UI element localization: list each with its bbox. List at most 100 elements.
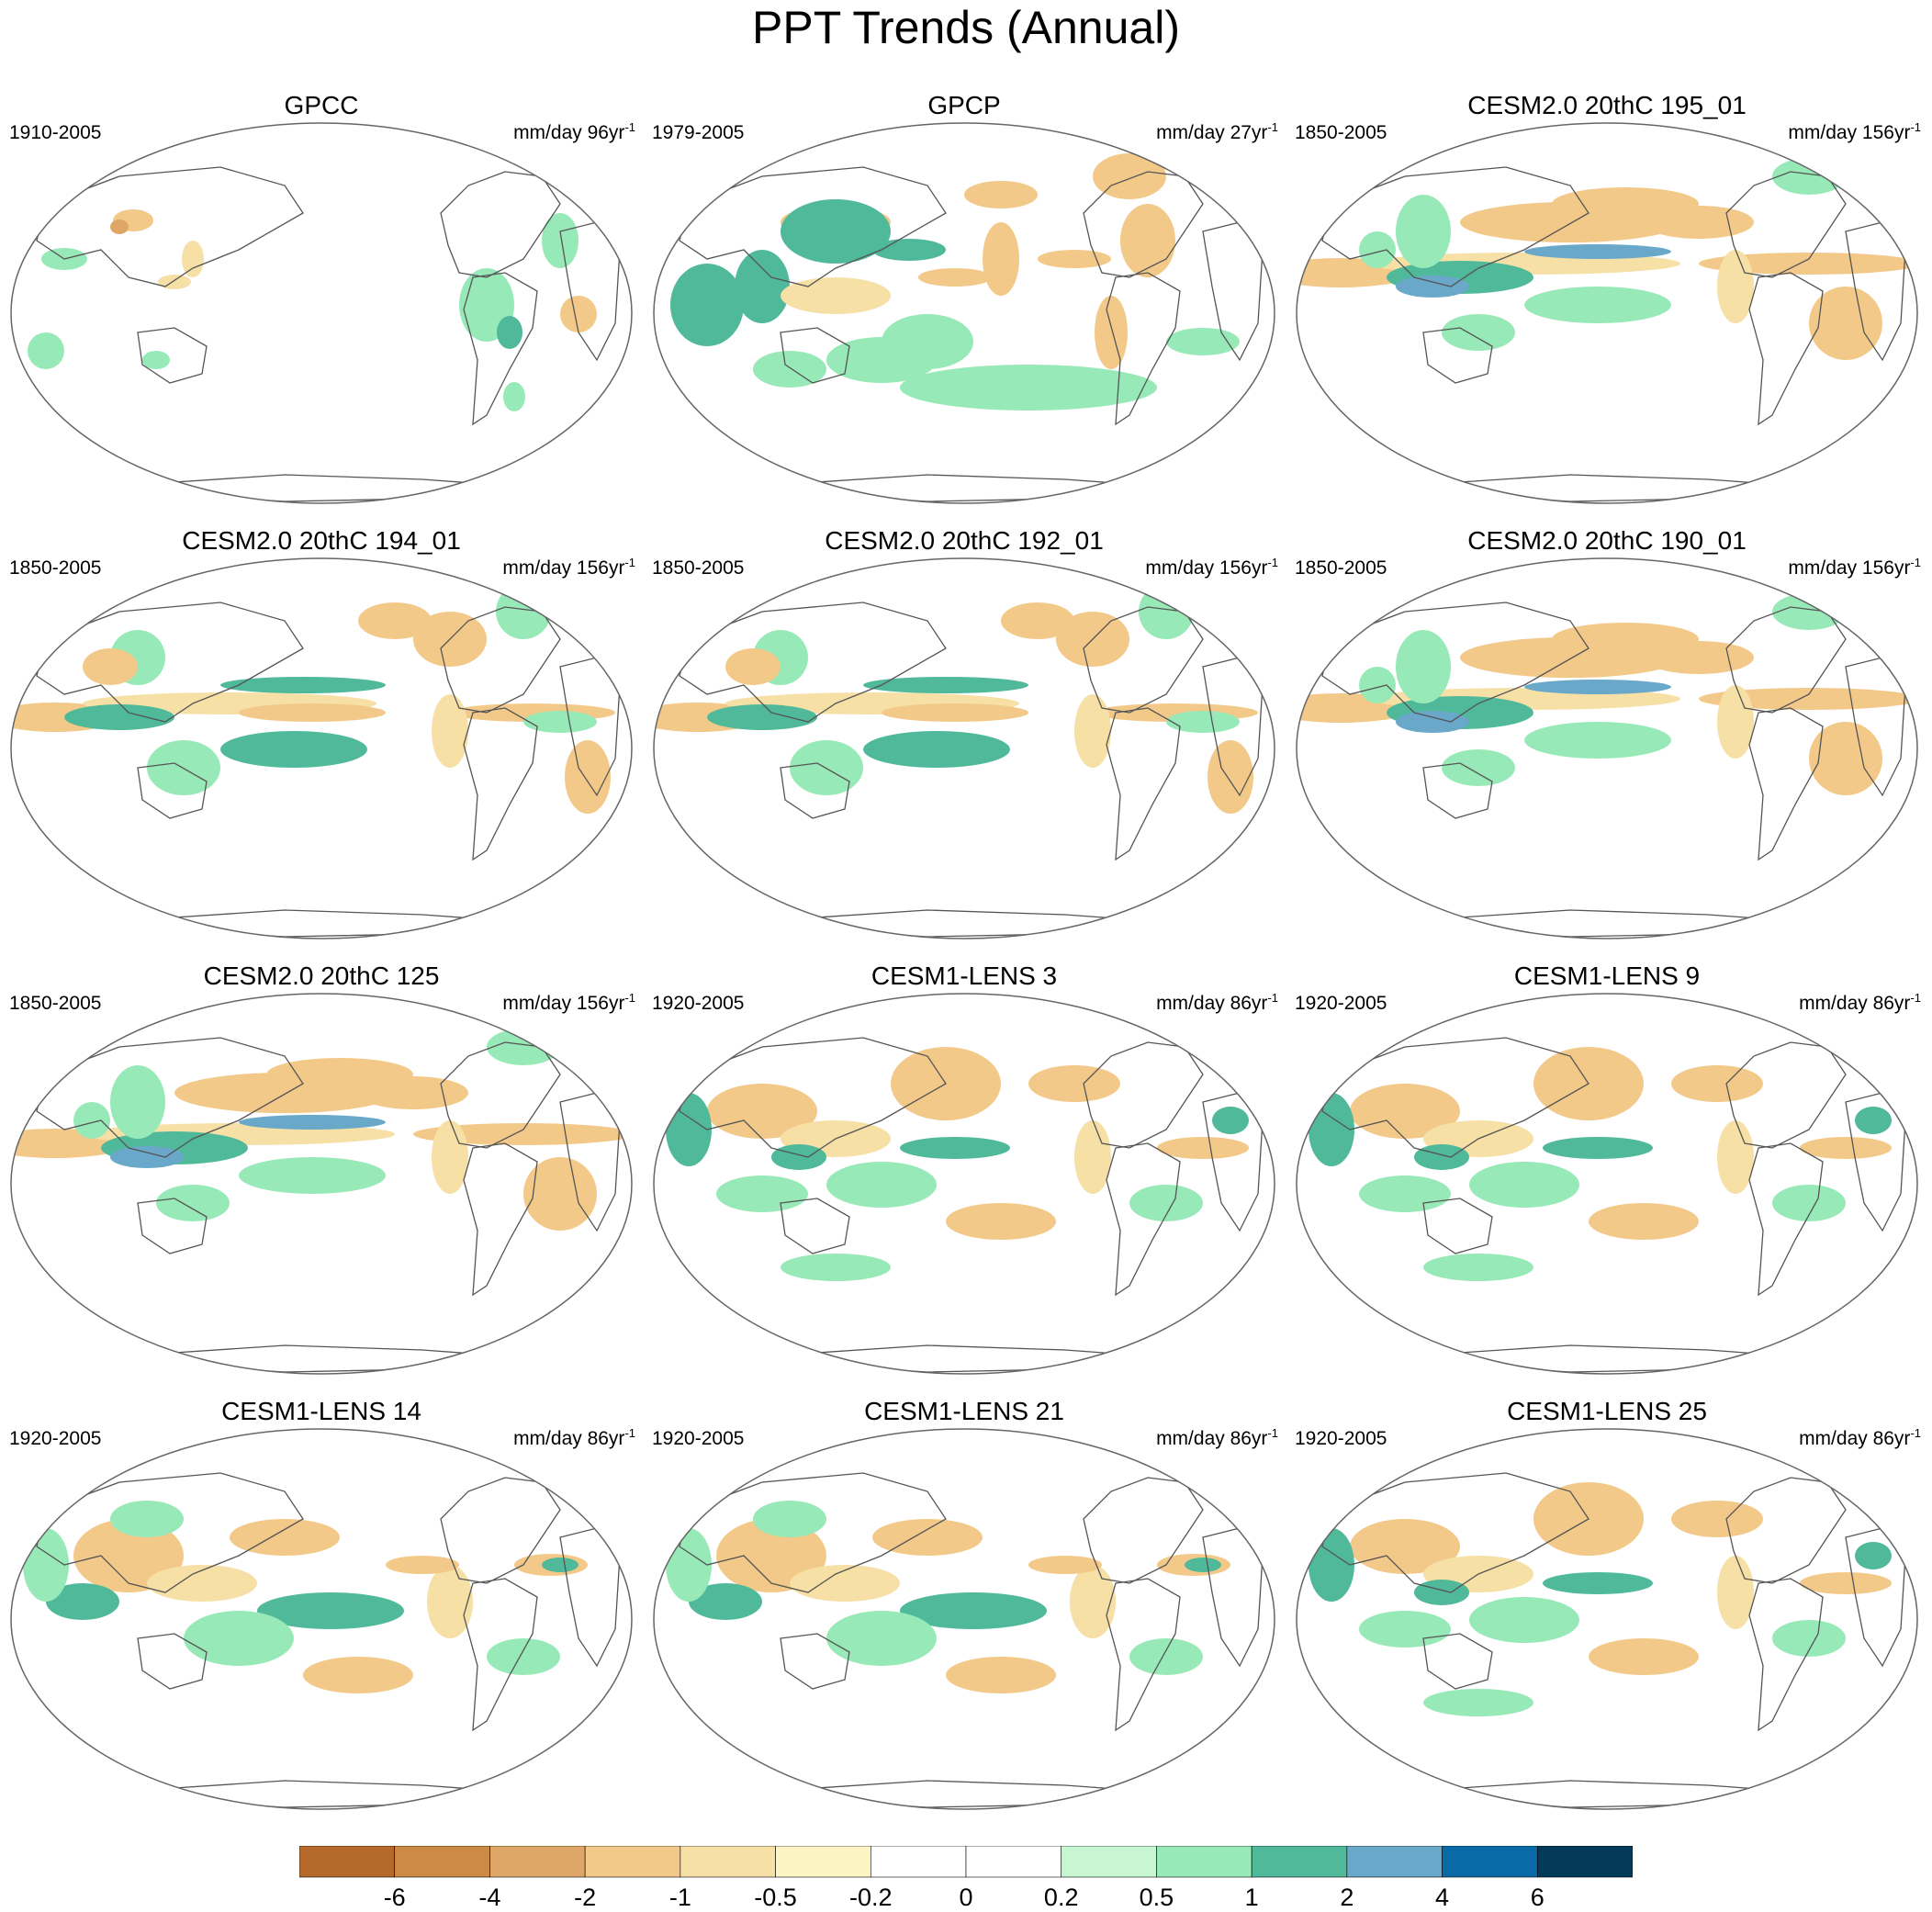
trend-contour: [1396, 276, 1469, 298]
trend-contour: [110, 1065, 165, 1139]
coastline: [780, 762, 850, 819]
trend-contour: [964, 181, 1038, 208]
trend-contour: [826, 1611, 937, 1666]
trend-contour: [735, 250, 790, 323]
colorbar-tick-label: -0.5: [754, 1884, 797, 1911]
trend-contour: [1028, 1556, 1102, 1574]
coastline: [1321, 602, 1589, 723]
trend-contour: [1212, 1107, 1249, 1134]
trend-contour: [432, 1120, 468, 1194]
panel-title: GPCC: [284, 91, 359, 119]
panel-period: 1920-2005: [652, 993, 745, 1014]
coastline: [1725, 1477, 1847, 1584]
panel-units: mm/day 156yr-1: [1788, 556, 1921, 579]
panel-title: CESM2.0 20thC 190_01: [1467, 526, 1747, 555]
coastline: [1422, 327, 1493, 384]
trend-contour: [689, 1583, 762, 1620]
panel-period: 1850-2005: [1295, 122, 1387, 143]
map-panel: CESM1-LENS 14 1920-2005 mm/day 86yr-1: [0, 1308, 643, 1810]
trend-contour: [1074, 694, 1111, 768]
coastline: [440, 1041, 561, 1149]
trend-contour: [46, 1583, 119, 1620]
trend-contour: [386, 1556, 459, 1574]
trend-contour: [670, 264, 744, 346]
coastline: [1725, 606, 1847, 714]
panel-units: mm/day 156yr-1: [502, 556, 635, 579]
map-border: [653, 1428, 1275, 1810]
trend-contour: [1717, 685, 1754, 759]
trend-contour: [1855, 1542, 1892, 1569]
colorbar-tick-label: 4: [1435, 1884, 1450, 1911]
trend-contour: [872, 1519, 983, 1556]
trend-contour: [1414, 1580, 1469, 1605]
trend-contour: [1129, 1185, 1203, 1221]
trend-contour: [1157, 1137, 1249, 1159]
coastline: [36, 1472, 304, 1593]
trend-contour: [110, 1146, 184, 1168]
coastline: [137, 762, 208, 819]
coastline: [137, 1633, 208, 1690]
trend-contour: [882, 703, 1028, 722]
coastline: [463, 1142, 538, 1297]
colorbar-box: [1251, 1846, 1348, 1878]
trend-contour: [1074, 1120, 1111, 1194]
trend-contour: [1359, 1611, 1451, 1648]
trend-contour: [1309, 1093, 1354, 1166]
trend-contour: [523, 1157, 597, 1231]
colorbar-box: [584, 1846, 681, 1878]
map-panel: CESM2.0 20thC 195_01 1850-2005 mm/day 156y…: [1286, 2, 1928, 504]
colorbar-tick-label: 0: [959, 1884, 973, 1911]
trend-contour: [523, 711, 597, 733]
colorbar-box: [1536, 1846, 1633, 1878]
trend-contour: [753, 1501, 826, 1537]
trend-contour: [1129, 1638, 1203, 1675]
coastline: [1106, 1142, 1181, 1297]
panel-title: GPCP: [927, 91, 1001, 119]
trend-contour: [946, 1203, 1056, 1240]
panel-units: mm/day 86yr-1: [1799, 1426, 1921, 1449]
map-plot: [10, 557, 633, 939]
panel-period: 1920-2005: [1295, 993, 1387, 1014]
trend-contour: [1543, 1137, 1653, 1159]
panel-period: 1850-2005: [652, 557, 745, 579]
trend-contour: [83, 648, 138, 685]
coastline: [780, 327, 850, 384]
panel-title: CESM1-LENS 21: [864, 1397, 1064, 1425]
map-plot: [1296, 557, 1918, 939]
trend-contour: [542, 1558, 578, 1572]
panel-units: mm/day 86yr-1: [1156, 991, 1278, 1014]
trend-contour: [1070, 1565, 1116, 1638]
trend-contour: [1589, 1203, 1699, 1240]
coastline: [1725, 1041, 1847, 1149]
trend-contour: [1166, 711, 1240, 733]
panel-units: mm/day 86yr-1: [1799, 991, 1921, 1014]
trend-contour: [182, 241, 204, 277]
map-plot: [653, 122, 1275, 504]
trend-contour: [28, 332, 64, 369]
panel-period: 1920-2005: [1295, 1428, 1387, 1449]
colorbar-tick-label: 0.5: [1139, 1884, 1174, 1911]
colorbar-box: [299, 1846, 396, 1878]
trend-contour: [1772, 1185, 1846, 1221]
colorbar-box: [394, 1846, 490, 1878]
map-border: [653, 557, 1275, 939]
trend-contour: [900, 365, 1157, 411]
trend-contour: [1717, 1556, 1754, 1629]
trend-contour: [220, 677, 386, 693]
trend-contour: [666, 1093, 712, 1166]
trend-contour: [358, 602, 432, 639]
trend-contour: [1772, 593, 1846, 630]
trend-contour: [1396, 630, 1451, 703]
map-plot: [653, 993, 1275, 1375]
map-panel: CESM1-LENS 9 1920-2005 mm/day 86yr-1: [1286, 872, 1928, 1375]
trend-contour: [1309, 1528, 1354, 1602]
trend-contour: [184, 1611, 294, 1666]
panel-period: 1850-2005: [1295, 557, 1387, 579]
trend-contour: [142, 351, 170, 369]
colorbar-box: [1442, 1846, 1538, 1878]
trend-contour: [257, 1592, 404, 1629]
colorbar-tick-label: -6: [383, 1884, 406, 1911]
trend-contour: [1359, 667, 1396, 703]
coastline: [780, 1633, 850, 1690]
panel-period: 1920-2005: [652, 1428, 745, 1449]
